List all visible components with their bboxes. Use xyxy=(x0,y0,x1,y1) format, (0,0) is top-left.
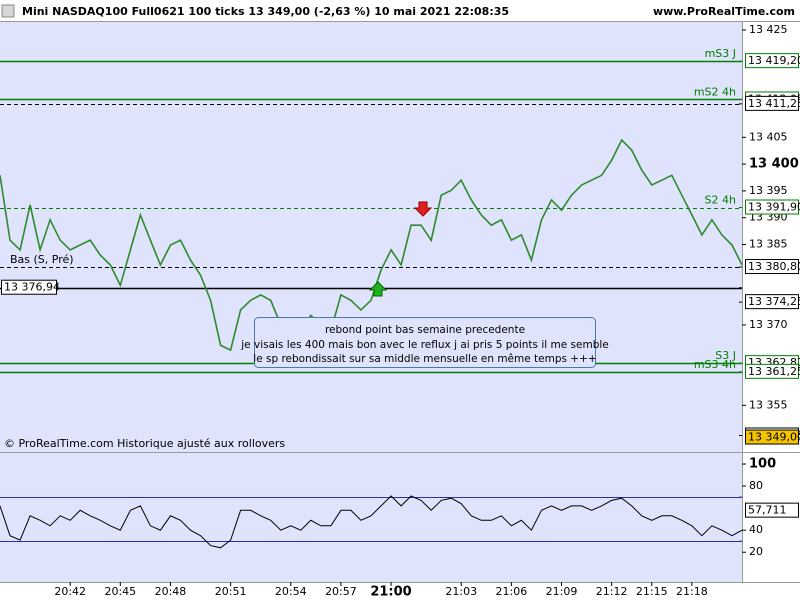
current-value-label: 13 349,00 xyxy=(748,431,800,444)
level-label: 13 419,20 xyxy=(748,54,800,67)
current-value-box xyxy=(745,429,799,445)
y-tick-label: 100 xyxy=(749,457,776,472)
x-tick-label: 21:00 xyxy=(370,585,411,600)
level-label-box xyxy=(745,259,799,275)
y-tick-label: 13 425 xyxy=(749,23,788,36)
level-label-box xyxy=(745,53,799,69)
x-tick-label: 21:03 xyxy=(445,585,477,598)
level-label: 13 361,25 xyxy=(748,365,800,378)
x-tick-label: 21:06 xyxy=(496,585,528,598)
level-label: 13 411,23 xyxy=(748,97,800,110)
level-name: mS2 4h xyxy=(694,85,736,98)
buy-arrow xyxy=(368,281,388,297)
annotation-line: le sp rebondissait sur sa middle mensuel… xyxy=(253,353,596,365)
sell-arrow xyxy=(413,201,433,217)
y-tick-label: 20 xyxy=(749,545,763,558)
x-tick-label: 20:57 xyxy=(325,585,357,598)
x-tick-label: 21:12 xyxy=(596,585,628,598)
current-value-label: 57,711 xyxy=(748,504,787,517)
level-label: 13 380,80 xyxy=(748,260,800,273)
level-name: mS3 4h xyxy=(694,358,736,371)
rsi-panel xyxy=(0,453,742,582)
y-tick-label: 40 xyxy=(749,523,763,536)
current-value-box xyxy=(745,502,799,518)
y-tick-label: 13 405 xyxy=(749,130,788,143)
x-tick-label: 20:48 xyxy=(155,585,187,598)
menu-icon[interactable] xyxy=(1,4,15,18)
annotation-line: je visais les 400 mais bon avec le reflu… xyxy=(240,339,608,351)
level-label: 13 376,94 xyxy=(4,281,60,294)
price-panel xyxy=(0,22,742,452)
level-name: Bas (S, Pré) xyxy=(10,253,74,266)
x-tick-label: 21:09 xyxy=(546,585,578,598)
annotation-line: rebond point bas semaine precedente xyxy=(325,324,525,336)
level-label-box xyxy=(745,363,799,379)
x-tick-label: 21:18 xyxy=(676,585,708,598)
level-label-box xyxy=(1,279,57,295)
x-tick-label: 21:15 xyxy=(636,585,668,598)
y-tick-label: 80 xyxy=(749,479,763,492)
series-line xyxy=(0,495,743,549)
x-tick-label: 20:51 xyxy=(215,585,247,598)
level-name: S2 4h xyxy=(705,194,736,207)
footer-note: © ProRealTime.com Historique ajusté aux … xyxy=(4,437,285,450)
x-tick-label: 20:42 xyxy=(54,585,86,598)
level-name: S3 J xyxy=(715,349,736,362)
level-label-box xyxy=(745,294,799,310)
series-line xyxy=(0,138,743,352)
level-label: 13 391,90 xyxy=(748,201,800,214)
level-label-box xyxy=(745,199,799,215)
level-label: 13 374,25 xyxy=(748,295,800,308)
y-tick-label: 13 355 xyxy=(749,398,788,411)
annotation-box xyxy=(254,317,596,368)
x-tick-label: 20:45 xyxy=(104,585,136,598)
header-site: www.ProRealTime.com xyxy=(653,5,795,18)
level-name: mS3 J xyxy=(705,47,736,60)
x-tick-label: 20:54 xyxy=(275,585,307,598)
y-tick-label: 13 385 xyxy=(749,238,788,251)
y-tick-label: 13 400 xyxy=(749,157,799,172)
level-label-box xyxy=(745,95,799,111)
header-title: Mini NASDAQ100 Full0621 100 ticks 13 349… xyxy=(22,5,509,18)
y-tick-label: 13 370 xyxy=(749,318,788,331)
y-tick-label: 13 395 xyxy=(749,184,788,197)
